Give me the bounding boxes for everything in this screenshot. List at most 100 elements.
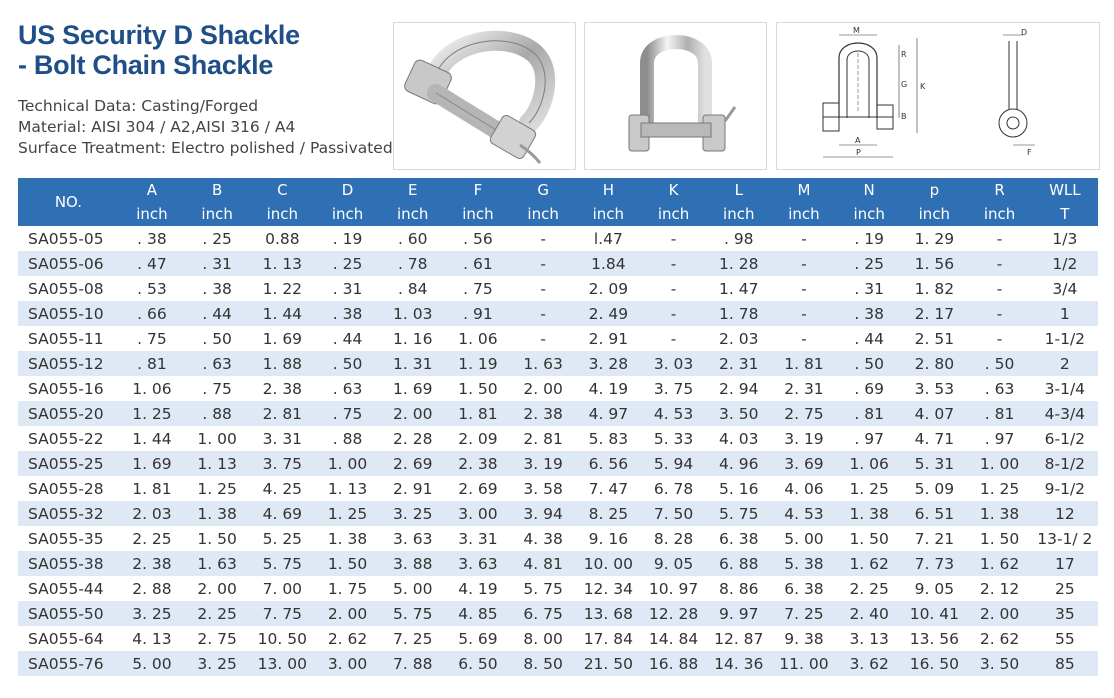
product-code-cell: SA055-12 [18, 351, 120, 376]
header-col-f: F [445, 178, 512, 202]
value-cell: - [966, 326, 1033, 351]
value-cell: 4. 03 [706, 426, 772, 451]
value-cell: 13-1/ 2 [1032, 526, 1098, 551]
value-cell: 3. 75 [640, 376, 707, 401]
value-cell: . 50 [836, 351, 902, 376]
value-cell: 3. 94 [510, 501, 576, 526]
header-col-wll: WLL [1032, 178, 1099, 202]
value-cell: 85 [1032, 651, 1098, 676]
product-code-cell: SA055-35 [18, 526, 120, 551]
value-cell: . 47 [119, 251, 185, 276]
value-cell: 1. 31 [380, 351, 446, 376]
value-cell: . 75 [119, 326, 185, 351]
value-cell: 9. 97 [706, 601, 772, 626]
value-cell: 1. 38 [966, 501, 1033, 526]
value-cell: 1. 88 [249, 351, 315, 376]
header-col-n: N [836, 178, 903, 202]
shackle-dimension-drawing: M R G B K A P D F [822, 26, 1035, 158]
header-unit-f: inch [445, 202, 512, 226]
value-cell: 1. 62 [836, 551, 902, 576]
value-cell: 9. 16 [575, 526, 641, 551]
value-cell: 2. 28 [380, 426, 446, 451]
value-cell: - [510, 276, 576, 301]
value-cell: 2. 12 [966, 576, 1033, 601]
value-cell: 2. 91 [380, 476, 446, 501]
value-cell: 1. 19 [445, 351, 511, 376]
value-cell: 9. 38 [771, 626, 837, 651]
value-cell: . 19 [314, 226, 381, 251]
product-code-cell: SA055-28 [18, 476, 120, 501]
value-cell: 1. 50 [966, 526, 1033, 551]
product-photo-front [584, 22, 767, 170]
dim-label-k: K [920, 82, 926, 91]
value-cell: 5. 75 [380, 601, 446, 626]
value-cell: 1. 69 [249, 326, 315, 351]
value-cell: 8. 50 [510, 651, 576, 676]
value-cell: 1. 82 [901, 276, 967, 301]
value-cell: 2. 25 [184, 601, 250, 626]
header-col-a: A [119, 178, 186, 202]
table-row: SA055-50 3. 25 2. 25 7. 75 2. 00 5. 75 4. 85 6.… [18, 601, 1098, 626]
value-cell: 8. 86 [706, 576, 772, 601]
value-cell: 2. 81 [249, 401, 315, 426]
value-cell: . 78 [380, 251, 446, 276]
value-cell: - [771, 251, 837, 276]
value-cell: 5. 38 [771, 551, 837, 576]
table-row: SA055-64 4. 13 2. 75 10. 50 2. 62 7. 25 5. 69 8… [18, 626, 1098, 651]
value-cell: - [510, 301, 576, 326]
value-cell: 1. 00 [314, 451, 381, 476]
value-cell: . 50 [966, 351, 1033, 376]
value-cell: 8. 25 [575, 501, 641, 526]
value-cell: 7. 88 [380, 651, 446, 676]
value-cell: . 97 [836, 426, 902, 451]
value-cell: . 25 [184, 226, 250, 251]
value-cell: 13. 00 [249, 651, 315, 676]
value-cell: 6. 50 [445, 651, 511, 676]
dim-label-f: F [1027, 148, 1032, 157]
value-cell: - [510, 326, 576, 351]
value-cell: . 66 [119, 301, 185, 326]
header-unit-r: inch [966, 202, 1033, 226]
value-cell: - [640, 226, 707, 251]
value-cell: . 88 [314, 426, 381, 451]
value-cell: 10. 00 [575, 551, 641, 576]
value-cell: 3. 50 [966, 651, 1033, 676]
value-cell: . 19 [836, 226, 902, 251]
header-unit-e: inch [380, 202, 446, 226]
value-cell: 5. 09 [901, 476, 967, 501]
value-cell: 1-1/2 [1032, 326, 1098, 351]
value-cell: . 81 [966, 401, 1033, 426]
value-cell: 12. 87 [706, 626, 772, 651]
shackle-front-image [628, 35, 737, 152]
table-row: SA055-22 1. 44 1. 00 3. 31. 88 2. 28 2. 09 2. … [18, 426, 1098, 451]
header-col-r: R [966, 178, 1033, 202]
value-cell: 4. 38 [510, 526, 576, 551]
value-cell: 1/2 [1032, 251, 1098, 276]
value-cell: . 88 [184, 401, 250, 426]
dim-label-g: G [901, 80, 907, 89]
value-cell: 10. 41 [901, 601, 967, 626]
value-cell: 2. 75 [184, 626, 250, 651]
value-cell: 1. 13 [184, 451, 250, 476]
value-cell: 2. 09 [445, 426, 511, 451]
value-cell: 5. 69 [445, 626, 511, 651]
value-cell: 17 [1032, 551, 1098, 576]
value-cell: 2. 80 [901, 351, 967, 376]
product-code-cell: SA055-20 [18, 401, 120, 426]
value-cell: l.47 [575, 226, 641, 251]
table-row: SA055-20 1. 25. 88 2. 81. 75 2. 00 1. 81 2. 3… [18, 401, 1098, 426]
value-cell: 3. 25 [119, 601, 185, 626]
value-cell: 2. 38 [445, 451, 511, 476]
value-cell: 7. 25 [771, 601, 837, 626]
value-cell: 3. 31 [445, 526, 511, 551]
value-cell: 2. 40 [836, 601, 902, 626]
value-cell: 3. 19 [510, 451, 576, 476]
dim-label-p: P [856, 148, 861, 157]
value-cell: 1. 44 [119, 426, 185, 451]
table-row: SA055-05. 38. 25 0.88. 19. 60. 56- l.47-. … [18, 226, 1098, 251]
value-cell: 1. 00 [966, 451, 1033, 476]
value-cell: 7. 50 [640, 501, 707, 526]
value-cell: . 31 [836, 276, 902, 301]
value-cell: 3. 63 [380, 526, 446, 551]
value-cell: 4. 19 [575, 376, 641, 401]
